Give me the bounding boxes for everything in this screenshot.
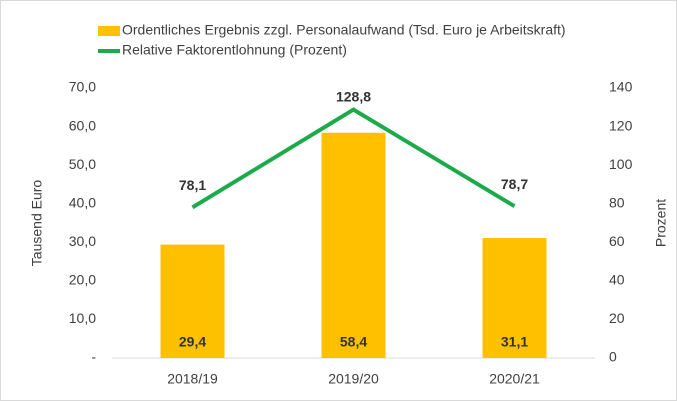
y-axis-title: Tausend Euro: [29, 180, 45, 267]
line-value-label: 78,1: [179, 177, 206, 193]
legend-label: Relative Faktorentlohnung (Prozent): [122, 42, 347, 58]
y2-tick-label: 60: [609, 233, 625, 249]
y2-tick-label: 80: [609, 194, 625, 210]
line: [191, 107, 516, 210]
y-tick-label: -: [91, 349, 96, 365]
bar-value-label: 29,4: [179, 334, 206, 350]
bar: [160, 244, 225, 358]
x-tick-label: 2020/21: [489, 371, 540, 387]
line-value-label: 128,8: [336, 88, 371, 104]
y-tick-label: 30,0: [69, 233, 96, 249]
y2-tick-label: 140: [609, 79, 633, 95]
bar: [321, 132, 386, 358]
y-tick-label: 60,0: [69, 117, 96, 133]
line-value-label: 78,7: [501, 176, 528, 192]
y-tick-label: 40,0: [69, 194, 96, 210]
y-tick-label: 50,0: [69, 156, 96, 172]
y-tick-label: 70,0: [69, 79, 96, 95]
legend-swatch: [98, 26, 120, 36]
legend-label: Ordentliches Ergebnis zzgl. Personalaufw…: [122, 22, 566, 38]
bar-value-label: 58,4: [340, 334, 367, 350]
y2-tick-label: 40: [609, 272, 625, 288]
x-tick-label: 2018/19: [167, 371, 218, 387]
y-tick-label: 20,0: [69, 272, 96, 288]
bar-value-label: 31,1: [501, 334, 528, 350]
y2-tick-label: 20: [609, 310, 625, 326]
y2-tick-label: 120: [609, 117, 633, 133]
y2-tick-label: 0: [609, 349, 617, 365]
y-tick-label: 10,0: [69, 310, 96, 326]
y2-axis-title: Prozent: [653, 199, 669, 247]
x-tick-label: 2019/20: [328, 371, 379, 387]
bar: [482, 238, 547, 358]
y2-tick-label: 100: [609, 156, 633, 172]
